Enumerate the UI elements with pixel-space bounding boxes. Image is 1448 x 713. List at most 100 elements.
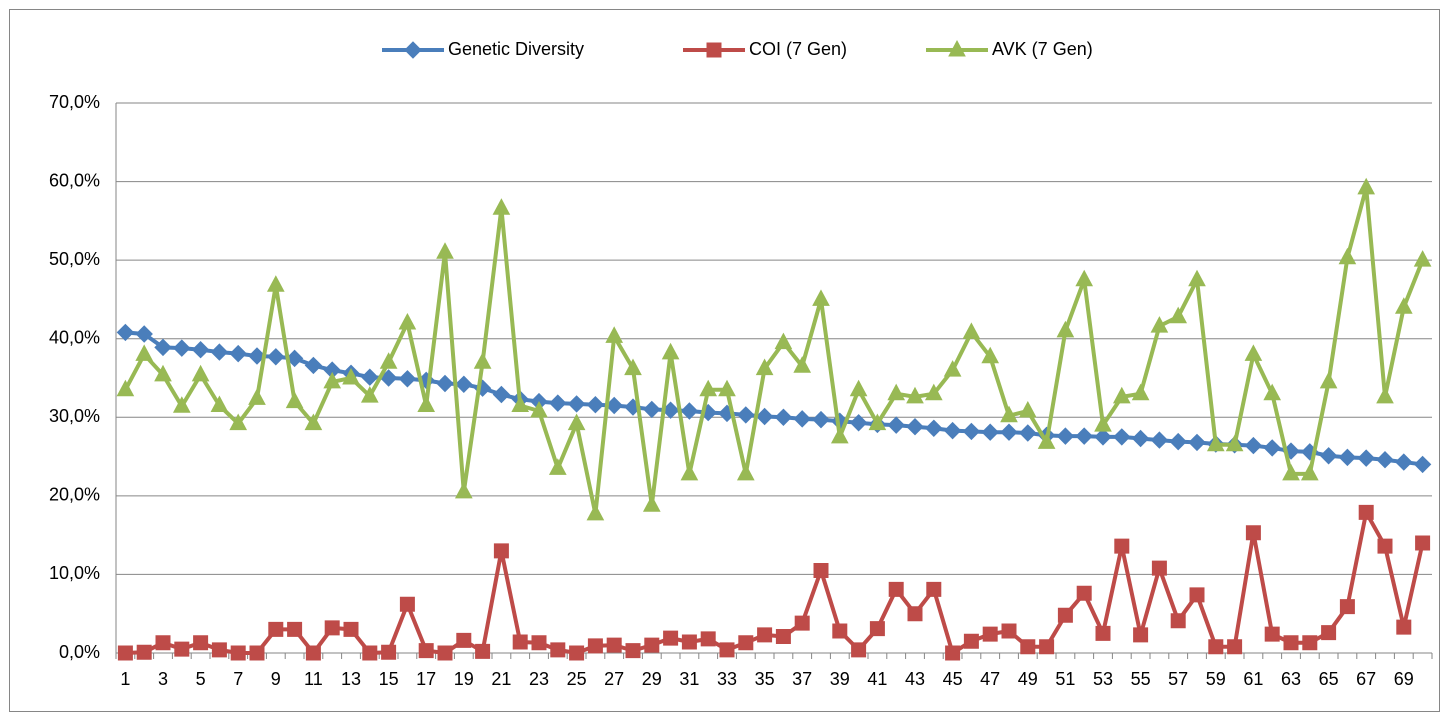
data-point: [661, 342, 680, 360]
data-point: [1112, 386, 1131, 404]
series-line: [125, 330, 1423, 467]
data-point: [625, 643, 641, 659]
data-point: [567, 395, 586, 413]
data-point: [135, 344, 154, 361]
data-point: [267, 348, 285, 366]
data-point: [1321, 625, 1337, 641]
data-point: [1039, 639, 1055, 655]
data-point: [1001, 623, 1017, 639]
data-point: [1020, 639, 1036, 655]
data-point: [1358, 504, 1374, 520]
data-point: [473, 352, 492, 369]
data-point: [1169, 306, 1188, 324]
data-point: [285, 349, 304, 368]
legend-label: AVK (7 Gen): [992, 39, 1093, 59]
data-point: [456, 632, 472, 648]
data-point: [154, 338, 172, 357]
data-point: [849, 414, 868, 432]
data-point: [1263, 383, 1282, 401]
data-point: [287, 621, 303, 637]
y-tick-label: 10,0%: [49, 563, 100, 583]
x-tick-label: 7: [233, 669, 243, 689]
data-point: [887, 383, 906, 401]
data-point: [1075, 427, 1093, 445]
data-point: [699, 379, 718, 397]
x-tick-label: 31: [679, 669, 699, 689]
data-point: [116, 379, 135, 397]
data-point: [1244, 344, 1263, 361]
data-point: [606, 637, 622, 653]
data-point: [343, 621, 359, 637]
data-point: [680, 402, 699, 420]
data-point: [492, 198, 511, 215]
data-point: [1319, 447, 1338, 465]
data-point: [1056, 320, 1075, 338]
data-point: [1413, 250, 1432, 267]
data-point: [304, 356, 323, 375]
data-point: [531, 635, 547, 651]
data-point: [1357, 177, 1376, 195]
data-point: [757, 627, 773, 643]
data-point: [813, 563, 829, 578]
data-point: [1150, 431, 1169, 449]
data-point: [1094, 415, 1112, 432]
data-point: [229, 413, 248, 431]
data-point: [136, 644, 152, 660]
data-point: [906, 418, 924, 436]
data-point: [642, 495, 661, 512]
legend-marker: [404, 41, 422, 59]
data-point: [116, 323, 135, 342]
data-point: [680, 463, 699, 481]
data-point: [943, 421, 962, 440]
data-point: [962, 322, 981, 339]
data-point: [1151, 560, 1167, 576]
data-point: [774, 332, 793, 350]
data-point: [1302, 635, 1318, 651]
y-tick-label: 70,0%: [49, 92, 100, 112]
data-point: [981, 423, 999, 441]
legend-label: COI (7 Gen): [749, 39, 847, 59]
data-point: [1227, 639, 1243, 655]
data-point: [1018, 400, 1037, 418]
data-point: [173, 339, 191, 357]
data-point: [681, 634, 697, 650]
x-tick-label: 23: [529, 669, 549, 689]
data-point: [1244, 436, 1263, 455]
data-point: [436, 242, 454, 259]
data-point: [794, 615, 810, 631]
data-point: [1263, 439, 1281, 457]
y-tick-label: 0,0%: [59, 642, 100, 662]
data-point: [249, 645, 265, 661]
data-point: [548, 458, 567, 475]
data-point: [943, 360, 962, 377]
x-tick-label: 59: [1206, 669, 1226, 689]
data-point: [1188, 269, 1206, 287]
data-point: [174, 641, 190, 657]
chart-frame: [9, 9, 1440, 712]
data-point: [945, 645, 961, 661]
data-point: [1415, 535, 1431, 551]
data-point: [755, 407, 774, 426]
data-point: [268, 621, 284, 637]
series-line: [123, 185, 1425, 516]
data-point: [362, 645, 378, 661]
data-point: [342, 367, 360, 385]
x-tick-label: 65: [1319, 669, 1339, 689]
data-point: [643, 400, 661, 419]
data-point: [191, 341, 210, 359]
data-point: [1114, 538, 1130, 554]
data-point: [285, 391, 304, 409]
y-tick-label: 20,0%: [49, 485, 100, 505]
data-point: [193, 635, 209, 651]
data-point: [381, 644, 397, 660]
data-point: [1396, 619, 1412, 635]
data-point: [567, 413, 586, 431]
data-point: [1133, 627, 1149, 643]
data-point: [605, 326, 624, 343]
data-point: [398, 370, 417, 388]
data-point: [586, 396, 605, 414]
data-point: [963, 633, 979, 649]
data-point: [172, 396, 191, 413]
data-point: [793, 356, 812, 373]
